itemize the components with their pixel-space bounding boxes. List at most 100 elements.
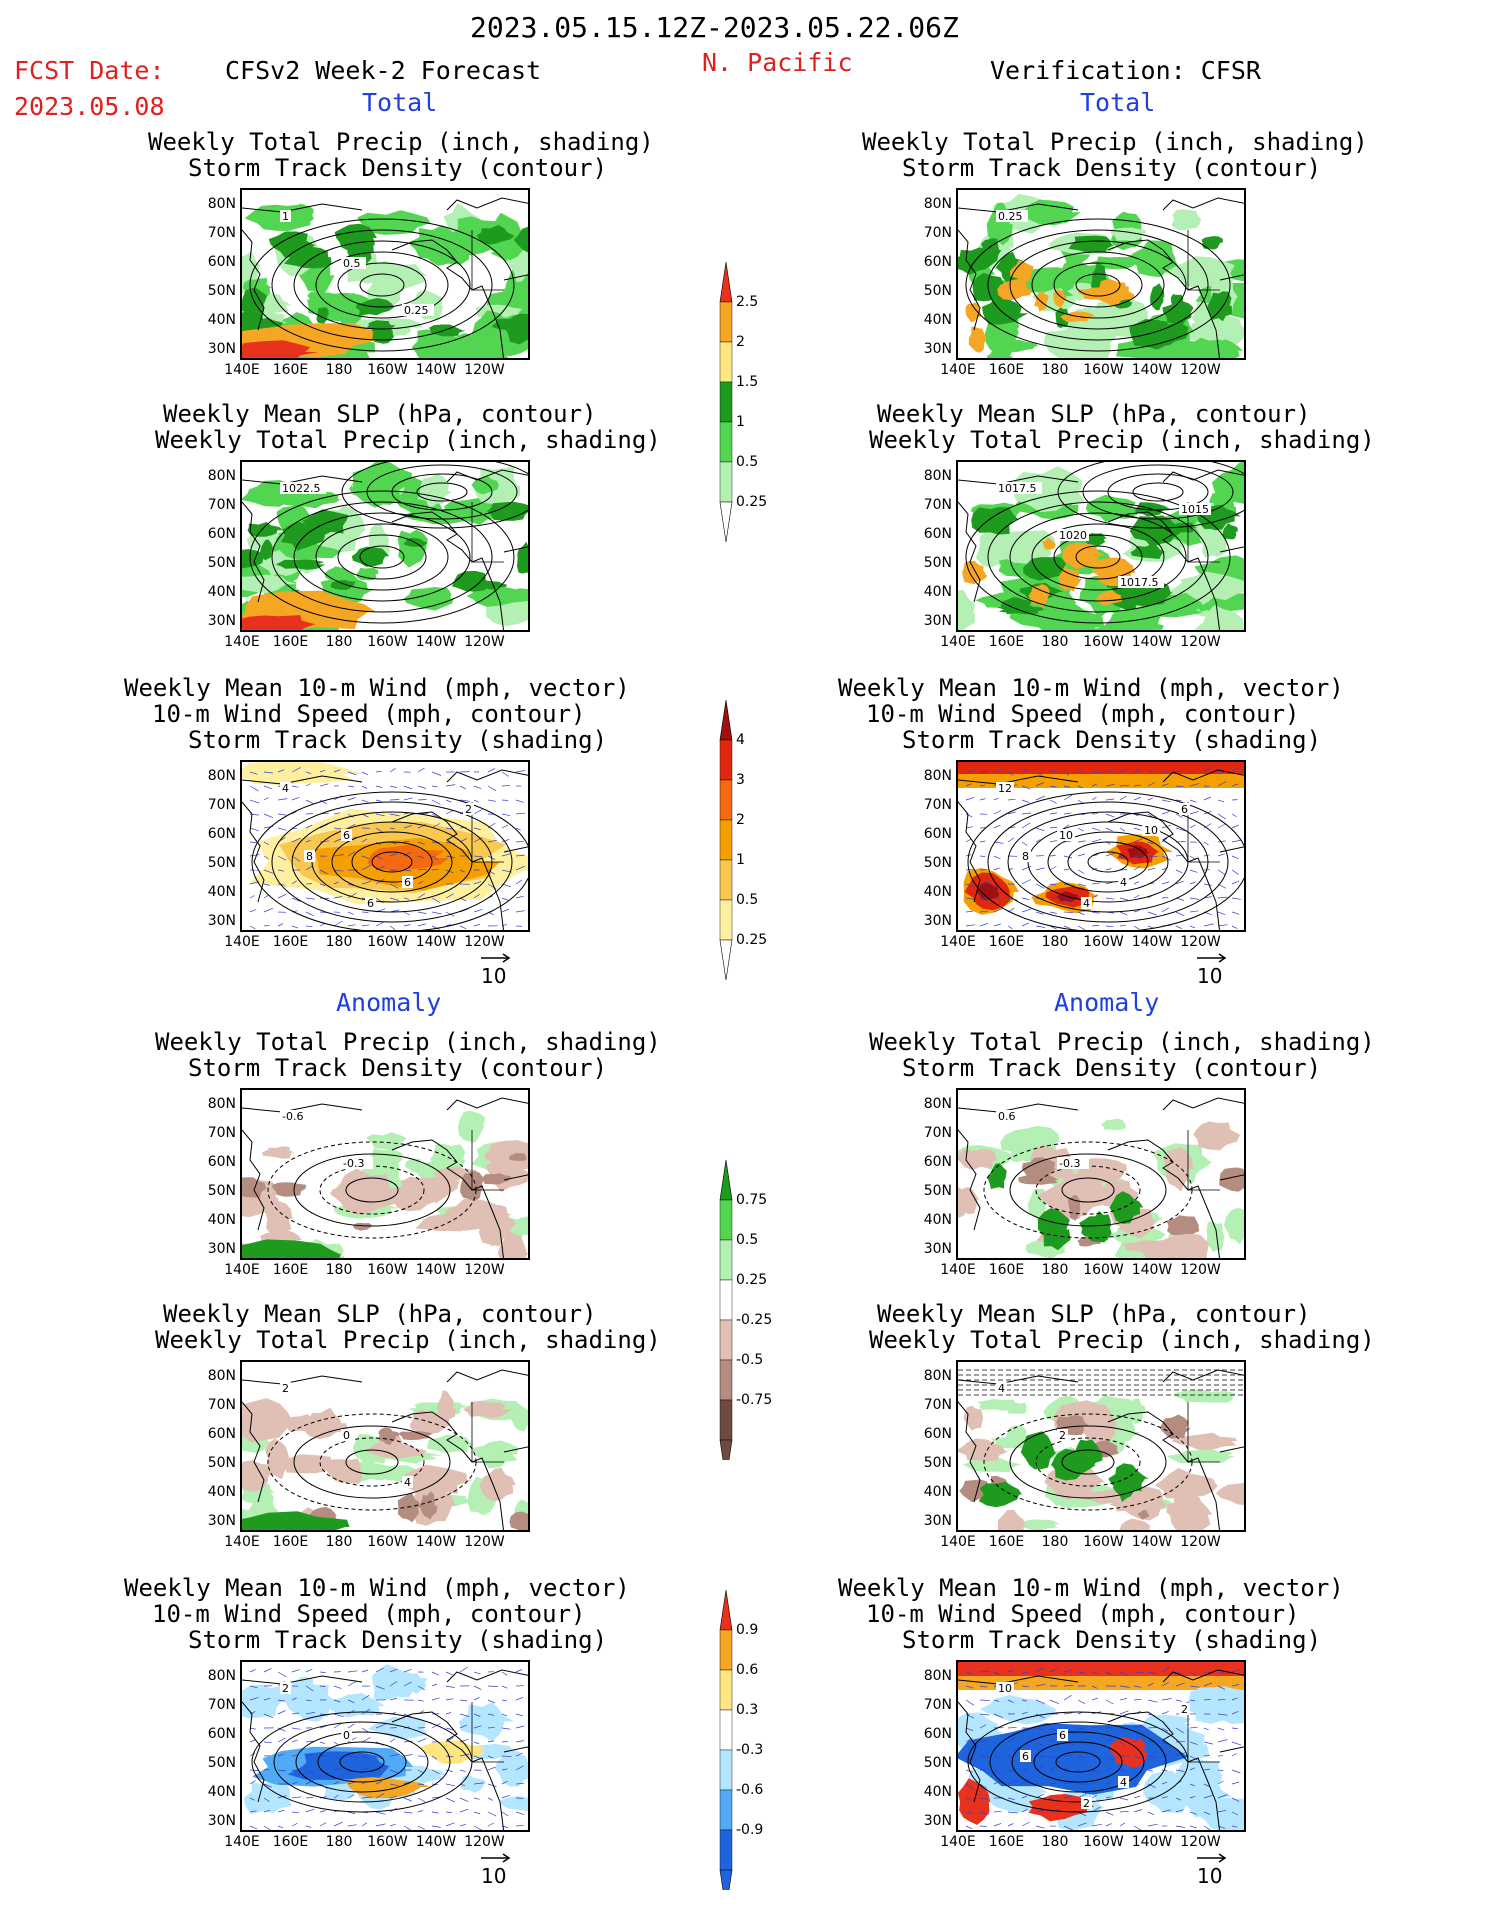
border-line — [1187, 1130, 1220, 1191]
wind-vector — [319, 897, 330, 900]
contour-label: 6 — [343, 829, 350, 842]
wind-vector — [1189, 783, 1200, 787]
contour-label: 1017.5 — [1120, 576, 1159, 589]
wind-vector — [1133, 768, 1140, 773]
precip-shading — [242, 288, 268, 321]
coastline — [446, 197, 528, 211]
lat-tick-label: 50N — [923, 1183, 952, 1199]
lon-tick-label: 160W — [367, 1534, 408, 1550]
wind-vector — [1175, 770, 1183, 773]
contour-label-bg — [402, 304, 434, 316]
lon-tick-label: 180 — [325, 634, 353, 650]
colorbar-swatch — [719, 899, 733, 941]
precip-shading — [1164, 256, 1235, 289]
coastline — [958, 203, 1079, 213]
precip-shading — [471, 310, 521, 348]
wind-vector — [515, 1713, 523, 1717]
anomaly-contour — [345, 1177, 399, 1203]
wind-vector — [1217, 771, 1224, 774]
wind-vector — [249, 1697, 259, 1701]
wind-vector — [347, 771, 357, 776]
coastline — [958, 475, 1079, 485]
contour-label: 8 — [1022, 850, 1029, 863]
colorbar-swatch — [719, 1199, 733, 1241]
wind-vector — [1021, 1768, 1029, 1771]
wind-vector — [1021, 1741, 1031, 1748]
coastline — [446, 469, 528, 483]
wind-vector — [473, 1671, 481, 1675]
wind-vector — [1091, 1726, 1100, 1729]
wind-vector — [1133, 1685, 1142, 1688]
wind-vector — [305, 1699, 312, 1702]
precip-anomaly-shading — [987, 1163, 1007, 1189]
wind-vector — [1161, 799, 1171, 803]
lat-tick-label: 70N — [207, 497, 236, 513]
lon-tick-label: 140E — [940, 1534, 976, 1550]
lon-tick-label: 140W — [415, 1534, 457, 1550]
wind-vector — [1105, 1671, 1113, 1676]
wind-vector — [459, 799, 470, 802]
lon-tick-label: 120W — [1180, 634, 1221, 650]
precip-anomaly-shading — [285, 1414, 324, 1432]
wind-vector — [1035, 911, 1044, 915]
wind-vector — [445, 1712, 452, 1715]
lon-tick-label: 180 — [1041, 634, 1069, 650]
lon-tick-label: 120W — [1180, 1834, 1221, 1850]
wind-vector — [1133, 784, 1141, 787]
coastline — [958, 775, 1079, 785]
coastline — [958, 501, 981, 603]
contour-line — [293, 240, 471, 330]
wind-vector — [1063, 1695, 1072, 1701]
wind-vector — [361, 1727, 369, 1733]
lat-tick-label: 60N — [207, 1426, 236, 1442]
lon-tick-label: 180 — [1041, 1834, 1069, 1850]
wind-vector — [1119, 1741, 1125, 1746]
precip-shading — [242, 574, 299, 594]
wind-vector — [979, 1699, 991, 1702]
precip-shading — [1207, 291, 1232, 322]
wind-vector — [249, 799, 260, 804]
wind-vector — [1231, 1711, 1239, 1715]
coastline — [1162, 1669, 1244, 1683]
wind-vector — [1189, 1767, 1195, 1771]
wind-vector — [1063, 785, 1071, 788]
lon-tick-label: 140W — [415, 362, 457, 378]
wind-vector — [389, 897, 400, 901]
wind-vector — [459, 869, 465, 873]
wind-vector — [1007, 1823, 1014, 1827]
wind-vector — [417, 1738, 427, 1743]
wind-vector — [965, 1825, 973, 1830]
precip-anomaly-shading — [1037, 1208, 1071, 1251]
wind-vector — [417, 880, 424, 885]
wind-vector — [1091, 925, 1100, 927]
lat-tick-label: 40N — [923, 884, 952, 900]
lat-tick-label: 70N — [207, 1125, 236, 1141]
lat-tick-label: 50N — [207, 1755, 236, 1771]
wind-vector — [1077, 1811, 1087, 1817]
title-vf-anom-wind-1: Weekly Mean 10-m Wind (mph, vector) — [838, 1574, 1344, 1602]
title-fc-total-wind-2: 10-m Wind Speed (mph, contour) — [152, 700, 586, 728]
wind-vector — [1203, 1699, 1211, 1701]
precip-shading — [1107, 583, 1144, 611]
wind-vector — [459, 1738, 469, 1743]
coastline — [446, 1669, 528, 1683]
wind-vector — [473, 799, 479, 803]
contour-line — [1031, 251, 1165, 319]
wind-vector — [473, 1697, 480, 1701]
wind-vector — [965, 924, 976, 927]
wind-vector — [249, 785, 259, 792]
wind-vector — [431, 1671, 440, 1676]
wind-vector — [291, 785, 299, 788]
wind-vector — [1035, 1809, 1046, 1813]
wind-vector — [459, 1666, 468, 1673]
wind-vector — [1105, 1781, 1112, 1785]
wind-vector — [1021, 865, 1032, 871]
wind-vector — [1161, 1796, 1168, 1799]
precip-shading — [516, 541, 528, 574]
wind-vector — [319, 883, 326, 887]
wind-vector — [487, 1726, 495, 1729]
wind-vector — [459, 925, 467, 930]
contour-label: 2 — [1083, 1797, 1090, 1810]
wind-vector — [1175, 1699, 1182, 1702]
